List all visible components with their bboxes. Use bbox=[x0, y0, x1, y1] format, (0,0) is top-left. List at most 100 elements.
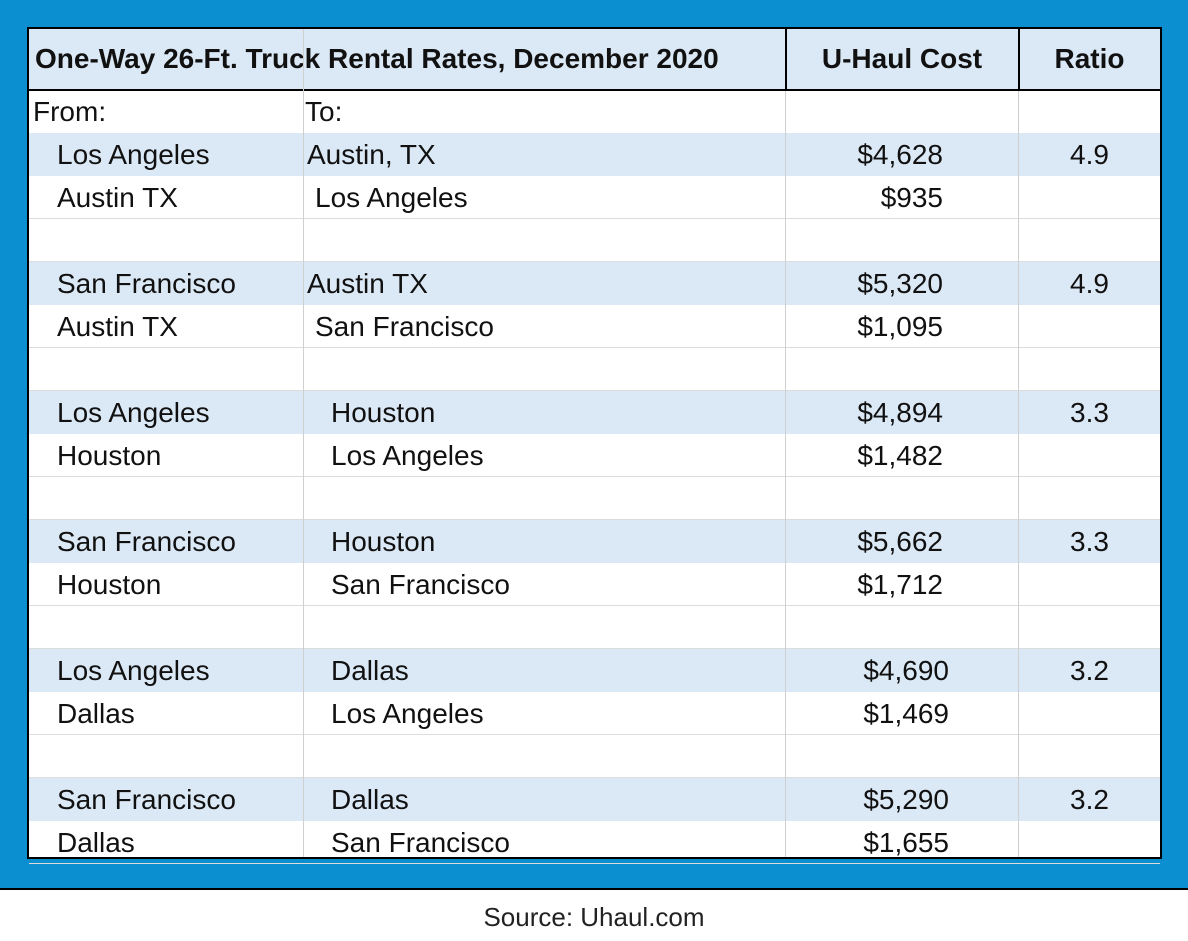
cell-cost: $935 bbox=[880, 181, 943, 213]
grid-row-line bbox=[29, 734, 1160, 735]
cell-ratio bbox=[1019, 477, 1160, 520]
cell-ratio bbox=[1019, 735, 1160, 778]
cell-to: Austin, TX bbox=[307, 138, 436, 170]
cell-ratio bbox=[1019, 692, 1160, 735]
cell-from: Los Angeles bbox=[57, 396, 210, 428]
cell-from: Dallas bbox=[57, 826, 135, 858]
column-header-cost: U-Haul Cost bbox=[821, 43, 983, 74]
cell-ratio: 3.2 bbox=[1070, 783, 1109, 815]
table-row bbox=[29, 348, 1160, 391]
table-row: Dallas San Francisco $1,655 bbox=[29, 821, 1160, 864]
blue-frame: One-Way 26-Ft. Truck Rental Rates, Decem… bbox=[0, 0, 1188, 890]
cell-cost bbox=[787, 477, 943, 520]
grid-column-line bbox=[1018, 29, 1019, 857]
cell-ratio bbox=[1019, 563, 1160, 606]
cell-to: Dallas bbox=[331, 654, 409, 686]
cell-cost: $1,482 bbox=[857, 439, 943, 471]
cell-ratio: 4.9 bbox=[1070, 138, 1109, 170]
cell-from: Austin TX bbox=[57, 181, 178, 213]
cell-cost: $5,662 bbox=[857, 525, 943, 557]
header-divider bbox=[785, 29, 787, 91]
rates-table: One-Way 26-Ft. Truck Rental Rates, Decem… bbox=[27, 27, 1162, 864]
table-row: Houston San Francisco $1,712 bbox=[29, 563, 1160, 606]
cell-ratio: 3.3 bbox=[1070, 396, 1109, 428]
grid-row-line bbox=[29, 261, 1160, 262]
grid-column-line bbox=[785, 29, 786, 857]
cell-ratio bbox=[1019, 821, 1160, 864]
table-row: Austin TX San Francisco $1,095 bbox=[29, 305, 1160, 348]
cell-from: Los Angeles bbox=[57, 138, 210, 170]
table-row: Los Angeles Houston $4,894 3.3 bbox=[29, 391, 1160, 434]
table-row: Los Angeles Dallas $4,690 3.2 bbox=[29, 649, 1160, 692]
cell-cost bbox=[787, 348, 943, 391]
cell-to: Los Angeles bbox=[331, 439, 484, 471]
table-title: One-Way 26-Ft. Truck Rental Rates, Decem… bbox=[35, 43, 719, 74]
table-row: Austin TX Los Angeles $935 bbox=[29, 176, 1160, 219]
column-header-ratio: Ratio bbox=[1054, 43, 1125, 74]
table-row: San Francisco Austin TX $5,320 4.9 bbox=[29, 262, 1160, 305]
table-row bbox=[29, 735, 1160, 778]
cell-from: San Francisco bbox=[57, 525, 236, 557]
cell-ratio bbox=[1019, 176, 1160, 219]
grid-column-line bbox=[303, 29, 304, 857]
cell-to: Austin TX bbox=[307, 267, 428, 299]
grid-row-line bbox=[29, 648, 1160, 649]
table-row bbox=[29, 477, 1160, 520]
cell-from: San Francisco bbox=[57, 267, 236, 299]
table-row: Houston Los Angeles $1,482 bbox=[29, 434, 1160, 477]
cell-cost: $4,690 bbox=[863, 654, 949, 686]
cell-from: Dallas bbox=[57, 697, 135, 729]
frame-bottom-rule bbox=[0, 888, 1188, 890]
cell-ratio bbox=[1019, 606, 1160, 649]
table-row bbox=[29, 219, 1160, 262]
grid-row-line bbox=[29, 476, 1160, 477]
cell-from: Houston bbox=[57, 439, 162, 471]
cell-to: San Francisco bbox=[315, 310, 494, 342]
subheader-row: From: To: bbox=[29, 91, 1160, 133]
cell-ratio: 3.2 bbox=[1070, 654, 1109, 686]
cell-cost bbox=[787, 219, 943, 262]
cell-from: Houston bbox=[57, 568, 162, 600]
cell-to: Los Angeles bbox=[315, 181, 468, 213]
from-label: From: bbox=[33, 96, 107, 127]
table-row: Dallas Los Angeles $1,469 bbox=[29, 692, 1160, 735]
grid-row-line bbox=[29, 347, 1160, 348]
table-row bbox=[29, 606, 1160, 649]
header-divider bbox=[1018, 29, 1020, 91]
cell-ratio: 3.3 bbox=[1070, 525, 1109, 557]
cell-cost: $1,655 bbox=[863, 826, 949, 858]
cell-from: Los Angeles bbox=[57, 654, 210, 686]
table-row: Los Angeles Austin, TX $4,628 4.9 bbox=[29, 133, 1160, 176]
to-label: To: bbox=[305, 96, 343, 127]
table-header-row: One-Way 26-Ft. Truck Rental Rates, Decem… bbox=[29, 29, 1160, 91]
cell-cost: $1,469 bbox=[863, 697, 949, 729]
cell-cost bbox=[787, 735, 943, 778]
cell-to: Houston bbox=[331, 525, 436, 557]
cell-to: Houston bbox=[331, 396, 436, 428]
cell-cost: $4,628 bbox=[857, 138, 943, 170]
grid-row-line bbox=[29, 605, 1160, 606]
grid-row-line bbox=[29, 390, 1160, 391]
grid-row-line bbox=[29, 777, 1160, 778]
grid-row-line bbox=[29, 519, 1160, 520]
cell-to: Dallas bbox=[331, 783, 409, 815]
grid-row-line bbox=[29, 863, 1160, 864]
cell-ratio: 4.9 bbox=[1070, 267, 1109, 299]
source-note: Source: Uhaul.com bbox=[483, 902, 705, 932]
cell-from: San Francisco bbox=[57, 783, 236, 815]
cell-ratio bbox=[1019, 305, 1160, 348]
cell-cost: $5,320 bbox=[857, 267, 943, 299]
cell-to: San Francisco bbox=[331, 826, 510, 858]
table-row: San Francisco Houston $5,662 3.3 bbox=[29, 520, 1160, 563]
cell-cost: $1,712 bbox=[857, 568, 943, 600]
cell-cost: $4,894 bbox=[857, 396, 943, 428]
cell-cost bbox=[787, 606, 943, 649]
table-row: San Francisco Dallas $5,290 3.2 bbox=[29, 778, 1160, 821]
cell-cost: $1,095 bbox=[857, 310, 943, 342]
cell-to: Los Angeles bbox=[331, 697, 484, 729]
cell-ratio bbox=[1019, 348, 1160, 391]
cell-cost: $5,290 bbox=[863, 783, 949, 815]
cell-ratio bbox=[1019, 219, 1160, 262]
grid-row-line bbox=[29, 218, 1160, 219]
cell-from: Austin TX bbox=[57, 310, 178, 342]
